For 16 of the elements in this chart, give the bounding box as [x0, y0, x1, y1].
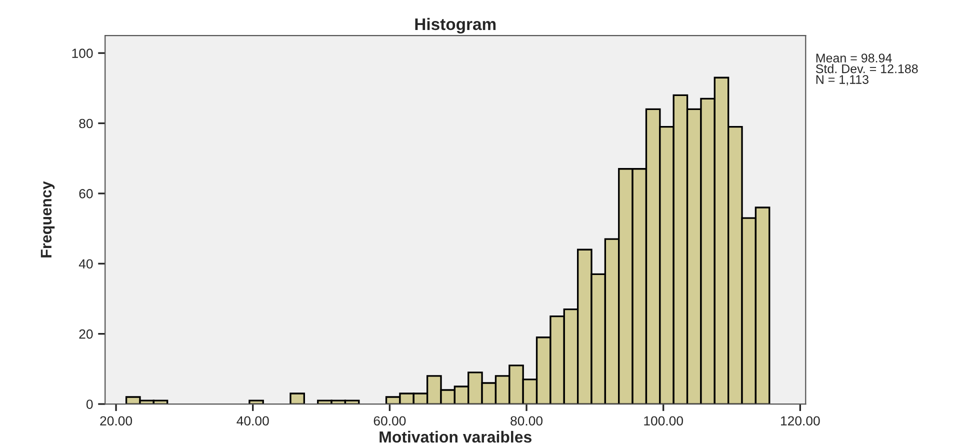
- chart-title: Histogram: [415, 18, 496, 34]
- y-tick-label: 60: [79, 189, 93, 198]
- y-axis-title: Frequency: [40, 181, 55, 258]
- x-tick-label: 40.00: [236, 416, 269, 426]
- x-tick-label: 100.00: [644, 416, 684, 426]
- y-tick-label: 40: [78, 259, 93, 269]
- x-tick-label: 80.00: [510, 416, 543, 426]
- x-tick-label: 60.00: [374, 416, 406, 426]
- y-tick-label: 0: [86, 400, 93, 409]
- y-tick-label: 100: [72, 48, 93, 58]
- y-tick-label: 20: [79, 329, 93, 339]
- x-tick-label: 20.00: [100, 416, 132, 426]
- text: Mean = 98.94 Std. Dev. = 12.188 N = 1,113: [816, 54, 918, 86]
- x-axis-title: Motivation varaibles: [380, 430, 532, 443]
- x-tick-label: 120.00: [781, 416, 820, 426]
- y-tick-label: 80: [79, 118, 93, 128]
